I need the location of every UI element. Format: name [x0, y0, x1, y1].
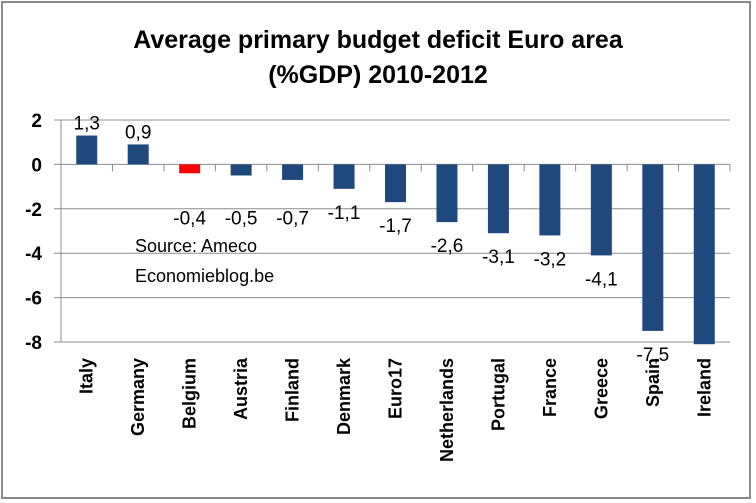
x-tick-label: Denmark: [334, 357, 354, 435]
bar-austria: [230, 164, 252, 176]
bar-ireland: [693, 164, 715, 345]
y-tick-label: -2: [25, 200, 42, 221]
x-tick-label: Greece: [591, 358, 611, 419]
bar-spain: [642, 164, 664, 331]
x-axis: Italy Germany Belgium Austria Finland Denmark…: [77, 357, 715, 462]
y-tick-label: -6: [25, 289, 42, 310]
data-label: -4,1: [585, 269, 618, 290]
source-annotation: Source: Ameco: [135, 236, 257, 256]
x-tick-label: France: [540, 358, 560, 417]
y-tick-label: 2: [31, 111, 42, 132]
data-label: -3,2: [534, 249, 567, 270]
bar-france: [539, 164, 561, 236]
chart-subtitle: (%GDP) 2010-2012: [268, 61, 488, 89]
data-label: 0,9: [125, 122, 151, 143]
bar-greece: [590, 164, 612, 256]
x-tick-label: Austria: [231, 357, 251, 420]
x-tick-label: Finland: [283, 358, 303, 422]
gridlines: [54, 119, 731, 343]
data-labels: 1,3 0,9 -0,4 -0,5 -0,7 -1,1 -1,7 -2,6 -3,1 -3,2 -4…: [74, 114, 670, 366]
data-label: -0,7: [276, 208, 309, 229]
bar-euro17: [385, 164, 406, 203]
x-tick-label: Belgium: [180, 358, 200, 429]
data-label: -0,4: [173, 208, 206, 229]
chart-title: Average primary budget deficit Euro area: [133, 26, 624, 54]
x-tick-label: Netherlands: [437, 358, 457, 462]
x-tick-label: Germany: [128, 358, 148, 436]
bar-netherlands: [436, 164, 458, 223]
data-label: -3,1: [482, 247, 515, 268]
x-tick-label: Ireland: [694, 358, 714, 417]
x-tick-label: Italy: [77, 358, 97, 394]
data-label: -0,5: [225, 208, 258, 229]
bar-belgium: [179, 164, 201, 174]
data-label: -7,5: [636, 345, 669, 366]
bar-denmark: [333, 164, 355, 189]
x-tick-label: Spain: [643, 358, 663, 407]
data-label: -2,6: [431, 236, 464, 257]
y-tick-label: 0: [31, 155, 42, 176]
y-axis: 2 0 -2 -4 -6 -8: [25, 111, 42, 354]
x-tick-label: Portugal: [488, 358, 508, 431]
bar-germany: [127, 144, 149, 165]
data-label: -1,7: [379, 216, 412, 237]
bar-finland: [282, 164, 304, 180]
x-tick-label: Euro17: [386, 358, 406, 419]
data-label: -1,1: [328, 203, 361, 224]
y-tick-label: -4: [25, 244, 42, 265]
bars: [76, 135, 715, 345]
y-tick-label: -8: [25, 333, 42, 354]
data-label: 1,3: [74, 114, 100, 135]
bar-italy: [76, 135, 98, 165]
site-annotation: Economieblog.be: [135, 266, 274, 286]
bar-portugal: [487, 164, 509, 234]
